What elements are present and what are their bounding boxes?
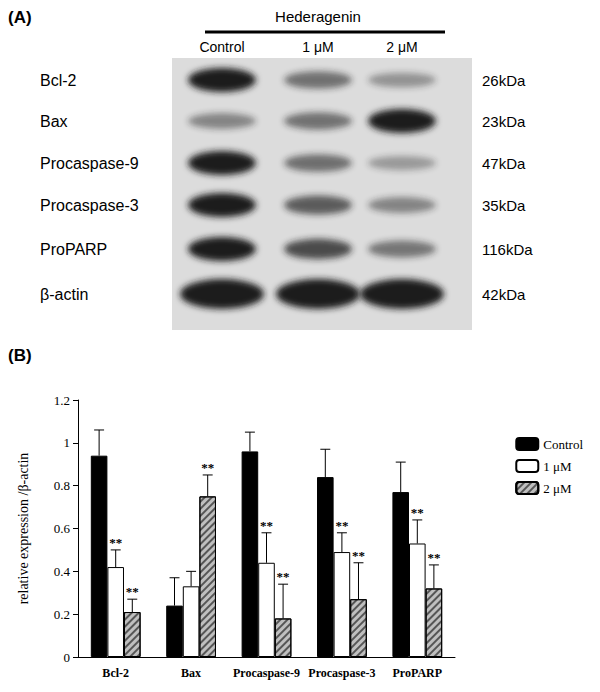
svg-text:β-actin: β-actin: [40, 286, 88, 303]
svg-text:relative expression /β-actin: relative expression /β-actin: [16, 453, 31, 605]
svg-text:26kDa: 26kDa: [482, 72, 526, 89]
svg-text:**: **: [335, 518, 348, 533]
svg-text:1 μM: 1 μM: [302, 39, 333, 55]
svg-text:**: **: [411, 505, 424, 520]
svg-text:**: **: [352, 548, 365, 563]
svg-text:Bcl-2: Bcl-2: [40, 72, 77, 89]
svg-text:**: **: [260, 518, 273, 533]
svg-text:23kDa: 23kDa: [482, 113, 526, 130]
svg-text:Bax: Bax: [181, 666, 201, 680]
svg-text:Control: Control: [199, 39, 244, 55]
svg-text:47kDa: 47kDa: [482, 155, 526, 172]
svg-text:**: **: [427, 550, 440, 565]
svg-text:0.8: 0.8: [54, 478, 70, 493]
svg-text:ProPARP: ProPARP: [40, 241, 107, 258]
svg-text:Procaspase-9: Procaspase-9: [233, 666, 300, 680]
svg-text:35kDa: 35kDa: [482, 197, 526, 214]
svg-text:ProPARP: ProPARP: [393, 666, 443, 680]
svg-text:2 μM: 2 μM: [543, 481, 572, 496]
svg-text:Procaspase-9: Procaspase-9: [40, 155, 139, 172]
svg-text:2 μM: 2 μM: [386, 39, 417, 55]
svg-text:**: **: [109, 535, 122, 550]
svg-text:0.4: 0.4: [54, 564, 71, 579]
svg-text:Procaspase-3: Procaspase-3: [308, 666, 375, 680]
svg-text:Bcl-2: Bcl-2: [102, 666, 129, 680]
svg-text:Hederagenin: Hederagenin: [275, 8, 361, 25]
svg-text:0.2: 0.2: [54, 607, 70, 622]
html-text:(B): (B): [8, 346, 32, 365]
svg-text:Control: Control: [543, 437, 583, 452]
svg-text:**: **: [277, 569, 290, 584]
svg-text:116kDa: 116kDa: [482, 241, 533, 258]
svg-text:Bax: Bax: [40, 113, 68, 130]
svg-text:1: 1: [64, 435, 71, 450]
svg-text:1.2: 1.2: [54, 393, 70, 408]
html-text:(A): (A): [8, 8, 32, 27]
svg-text:**: **: [201, 460, 214, 475]
svg-text:**: **: [126, 584, 139, 599]
svg-text:Procaspase-3: Procaspase-3: [40, 197, 139, 214]
svg-text:42kDa: 42kDa: [482, 286, 526, 303]
svg-text:0: 0: [64, 650, 71, 665]
svg-text:1 μM: 1 μM: [543, 459, 572, 474]
svg-text:0.6: 0.6: [54, 521, 71, 536]
